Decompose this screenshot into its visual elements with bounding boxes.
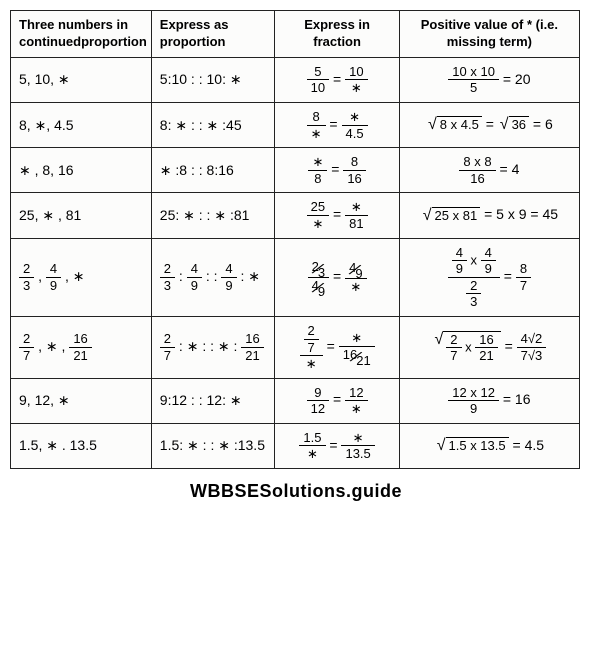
cell-fraction: 8∗ = ∗4.5 (275, 102, 399, 147)
table-row: 23 , 49 , ∗23 : 49 : : 49 : ∗2⁄34⁄9 = 4⁄… (11, 238, 580, 316)
header-c3: Express in fraction (275, 11, 399, 58)
cell-numbers: 25, ∗ , 81 (11, 193, 152, 238)
cell-numbers: 27 , ∗ , 1621 (11, 316, 152, 378)
proportion-table: Three numbers in continuedproportion Exp… (10, 10, 580, 469)
cell-solution: 8 x 4.5 = 36 = 6 (399, 102, 579, 147)
cell-numbers: 5, 10, ∗ (11, 57, 152, 102)
table-row: 25, ∗ , 8125: ∗ : : ∗ :8125∗ = ∗8125 x 8… (11, 193, 580, 238)
header-c4: Positive value of * (i.e. missing term) (399, 11, 579, 58)
cell-numbers: ∗ , 8, 16 (11, 148, 152, 193)
cell-numbers: 9, 12, ∗ (11, 378, 152, 423)
cell-proportion: 5:10 : : 10: ∗ (151, 57, 275, 102)
cell-solution: 8 x 816 = 4 (399, 148, 579, 193)
cell-fraction: 510 = 10∗ (275, 57, 399, 102)
cell-proportion: 1.5: ∗ : : ∗ :13.5 (151, 423, 275, 468)
cell-fraction: 2⁄34⁄9 = 4⁄9∗ (275, 238, 399, 316)
header-c2: Express as proportion (151, 11, 275, 58)
table-row: 27 , ∗ , 162127 : ∗ : : ∗ : 162127∗ = ∗1… (11, 316, 580, 378)
table-row: 8, ∗, 4.58: ∗ : : ∗ :458∗ = ∗4.58 x 4.5 … (11, 102, 580, 147)
table-row: 5, 10, ∗5:10 : : 10: ∗510 = 10∗10 x 105 … (11, 57, 580, 102)
cell-proportion: ∗ :8 : : 8:16 (151, 148, 275, 193)
cell-solution: 12 x 129 = 16 (399, 378, 579, 423)
cell-proportion: 23 : 49 : : 49 : ∗ (151, 238, 275, 316)
cell-solution: 10 x 105 = 20 (399, 57, 579, 102)
cell-fraction: 27∗ = ∗16⁄21 (275, 316, 399, 378)
table-row: 9, 12, ∗9:12 : : 12: ∗912 = 12∗12 x 129 … (11, 378, 580, 423)
cell-solution: 1.5 x 13.5 = 4.5 (399, 423, 579, 468)
cell-solution: 27 x 1621 = 4√27√3 (399, 316, 579, 378)
header-row: Three numbers in continuedproportion Exp… (11, 11, 580, 58)
header-c1: Three numbers in continuedproportion (11, 11, 152, 58)
cell-numbers: 8, ∗, 4.5 (11, 102, 152, 147)
cell-fraction: ∗8 = 816 (275, 148, 399, 193)
cell-proportion: 27 : ∗ : : ∗ : 1621 (151, 316, 275, 378)
cell-fraction: 1.5∗ = ∗13.5 (275, 423, 399, 468)
table-row: 1.5, ∗ . 13.51.5: ∗ : : ∗ :13.51.5∗ = ∗1… (11, 423, 580, 468)
cell-numbers: 23 , 49 , ∗ (11, 238, 152, 316)
footer-credit: WBBSESolutions.guide (10, 481, 582, 502)
cell-proportion: 25: ∗ : : ∗ :81 (151, 193, 275, 238)
cell-solution: 49 x 4923 = 87 (399, 238, 579, 316)
cell-fraction: 912 = 12∗ (275, 378, 399, 423)
table-row: ∗ , 8, 16∗ :8 : : 8:16∗8 = 8168 x 816 = … (11, 148, 580, 193)
cell-numbers: 1.5, ∗ . 13.5 (11, 423, 152, 468)
cell-fraction: 25∗ = ∗81 (275, 193, 399, 238)
cell-proportion: 9:12 : : 12: ∗ (151, 378, 275, 423)
cell-proportion: 8: ∗ : : ∗ :45 (151, 102, 275, 147)
cell-solution: 25 x 81 = 5 x 9 = 45 (399, 193, 579, 238)
